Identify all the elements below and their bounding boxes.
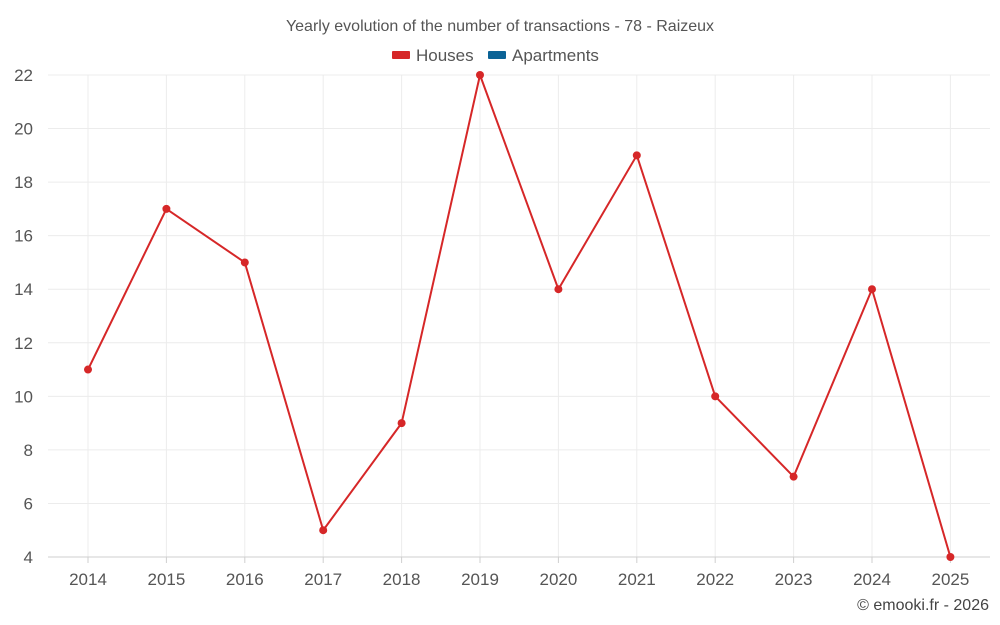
y-tick-label: 22 xyxy=(14,66,33,85)
data-point-houses-2024[interactable] xyxy=(868,285,876,294)
x-tick-label: 2016 xyxy=(226,570,264,589)
y-tick-label: 18 xyxy=(14,173,33,192)
x-tick-label: 2020 xyxy=(539,570,577,589)
x-tick-label: 2014 xyxy=(69,570,107,589)
legend-apartments-swatch xyxy=(488,51,506,59)
legend-houses-label[interactable]: Houses xyxy=(416,46,474,65)
y-tick-label: 16 xyxy=(14,227,33,246)
x-tick-label: 2023 xyxy=(775,570,813,589)
series xyxy=(84,71,955,561)
legend-houses-swatch xyxy=(392,51,410,59)
data-point-houses-2018[interactable] xyxy=(397,419,406,428)
legend: Houses Apartments xyxy=(392,46,599,65)
axes xyxy=(48,556,990,563)
x-tick-label: 2021 xyxy=(618,570,656,589)
y-axis-ticks: 4 6 8 10 12 14 16 18 20 22 xyxy=(14,66,33,567)
y-tick-label: 6 xyxy=(24,494,33,513)
data-point-houses-2015[interactable] xyxy=(162,204,171,213)
data-point-houses-2017[interactable] xyxy=(319,526,328,535)
y-tick-label: 14 xyxy=(14,280,33,299)
data-point-houses-2020[interactable] xyxy=(554,285,563,294)
data-point-houses-2014[interactable] xyxy=(84,365,92,374)
x-tick-label: 2018 xyxy=(383,570,421,589)
y-tick-label: 20 xyxy=(14,120,33,139)
data-point-houses-2023[interactable] xyxy=(789,472,798,481)
data-point-houses-2022[interactable] xyxy=(711,392,720,401)
x-tick-label: 2015 xyxy=(147,570,185,589)
x-tick-label: 2017 xyxy=(304,570,342,589)
y-tick-label: 10 xyxy=(14,387,33,406)
y-tick-label: 4 xyxy=(24,548,33,567)
x-axis-ticks: 2014 2015 2016 2017 2018 2019 2020 2021 2022 2023… xyxy=(69,570,969,589)
y-tick-label: 8 xyxy=(24,441,33,460)
series-line-houses xyxy=(87,74,952,558)
y-tick-label: 12 xyxy=(14,334,33,353)
data-point-houses-2016[interactable] xyxy=(240,258,249,267)
x-tick-label: 2022 xyxy=(696,570,734,589)
grid xyxy=(48,74,990,558)
data-point-houses-2021[interactable] xyxy=(632,151,641,160)
x-tick-label: 2024 xyxy=(853,570,891,589)
x-tick-label: 2019 xyxy=(461,570,499,589)
data-point-houses-2019[interactable] xyxy=(476,71,484,79)
data-point-houses-2025[interactable] xyxy=(946,553,955,561)
legend-apartments-label[interactable]: Apartments xyxy=(512,46,599,65)
x-tick-label: 2025 xyxy=(931,570,969,589)
chart-title: Yearly evolution of the number of transa… xyxy=(286,18,714,35)
credit-text: © emooki.fr - 2026 xyxy=(857,597,989,614)
